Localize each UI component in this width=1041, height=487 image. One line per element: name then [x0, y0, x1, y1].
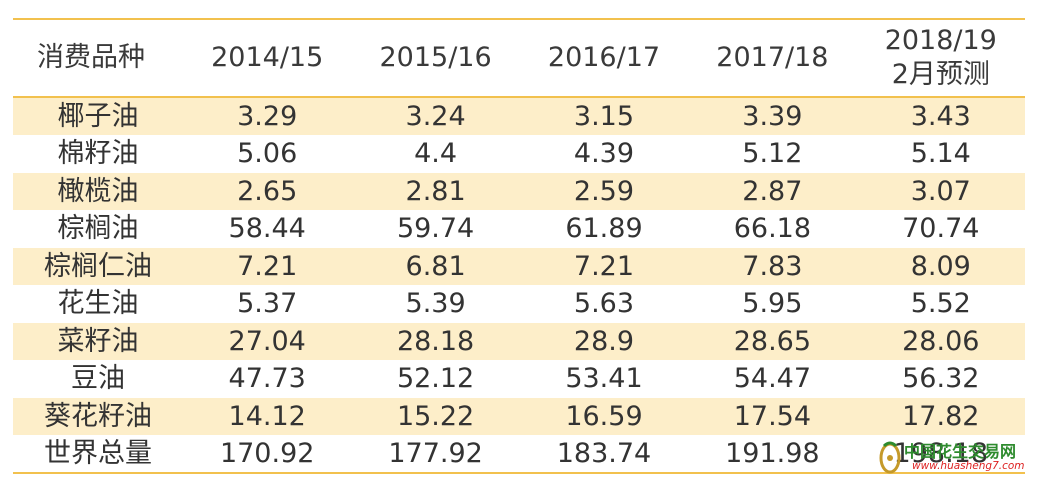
- table-row-total: 世界总量 170.92 177.92 183.74 191.98 198.18: [13, 435, 1025, 474]
- consumption-value-cell: 2.65: [183, 172, 352, 210]
- column-header-label: 2015/16: [379, 42, 492, 73]
- consumption-table-container: 消费品种 2014/15 2015/16 2016/17 2017/18 2018/19 2…: [13, 18, 1025, 474]
- consumption-value-cell: 5.06: [183, 135, 352, 173]
- oil-variety-cell: 世界总量: [13, 435, 183, 474]
- consumption-value-cell: 5.12: [688, 135, 857, 173]
- column-header-label: 2016/17: [547, 42, 661, 73]
- consumption-value-cell: 58.44: [183, 210, 352, 248]
- consumption-value-cell: 4.4: [351, 135, 520, 173]
- consumption-value-cell: 59.74: [351, 210, 520, 248]
- column-header-label: 2018/19: [884, 25, 997, 56]
- table-row: 豆油 47.73 52.12 53.41 54.47 56.32: [13, 360, 1025, 398]
- consumption-value-cell: 54.47: [688, 360, 857, 398]
- consumption-value-cell: 7.21: [519, 247, 689, 285]
- watermark-url: www.huasheng7.com: [912, 460, 1025, 472]
- oil-variety-cell: 花生油: [13, 285, 183, 323]
- consumption-value-cell: 47.73: [183, 360, 352, 398]
- column-header-label: 2月预测: [891, 59, 990, 90]
- column-header-label: 消费品种: [37, 42, 145, 73]
- consumption-value-cell: 5.63: [519, 285, 689, 323]
- table-row: 花生油 5.37 5.39 5.63 5.95 5.52: [13, 285, 1025, 323]
- consumption-value-cell: 66.18: [688, 210, 857, 248]
- oil-variety-cell: 橄榄油: [13, 172, 183, 210]
- consumption-value-cell: 7.83: [688, 247, 857, 285]
- consumption-value-cell: 28.06: [856, 322, 1025, 360]
- column-header-year: 2017/18: [688, 18, 857, 98]
- consumption-value-cell: 14.12: [183, 397, 352, 435]
- oil-variety-cell: 葵花籽油: [13, 397, 183, 435]
- column-header-label: 2014/15: [211, 42, 324, 73]
- consumption-value-cell: 2.81: [351, 172, 520, 210]
- consumption-value-cell: 5.37: [183, 285, 352, 323]
- consumption-value-cell: 4.39: [519, 135, 689, 173]
- oil-variety-cell: 棕榈油: [13, 210, 183, 248]
- consumption-value-cell: 5.52: [856, 285, 1025, 323]
- consumption-value-cell: 8.09: [856, 247, 1025, 285]
- watermark-text: 中国花生交易网: [904, 442, 1017, 461]
- column-header-year: 2014/15: [183, 18, 352, 98]
- consumption-value-cell: 28.9: [519, 322, 689, 360]
- consumption-value-cell: 17.54: [688, 397, 857, 435]
- consumption-value-cell: 170.92: [183, 435, 352, 474]
- table-row: 橄榄油 2.65 2.81 2.59 2.87 3.07: [13, 172, 1025, 210]
- column-header-year: 2018/19 2月预测: [856, 18, 1025, 98]
- consumption-value-cell: 5.95: [688, 285, 857, 323]
- oil-variety-cell: 豆油: [13, 360, 183, 398]
- consumption-value-cell: 61.89: [519, 210, 689, 248]
- header-row: 消费品种 2014/15 2015/16 2016/17 2017/18 2018/19 2…: [13, 18, 1025, 98]
- table-header: 消费品种 2014/15 2015/16 2016/17 2017/18 2018/19 2…: [13, 18, 1025, 98]
- table-row: 棕榈油 58.44 59.74 61.89 66.18 70.74: [13, 210, 1025, 248]
- consumption-value-cell: 5.39: [351, 285, 520, 323]
- consumption-value-cell: 27.04: [183, 322, 352, 360]
- consumption-value-cell: 3.39: [688, 97, 857, 135]
- oil-variety-cell: 椰子油: [13, 97, 183, 135]
- table-row: 椰子油 3.29 3.24 3.15 3.39 3.43: [13, 97, 1025, 135]
- consumption-value-cell: 191.98: [688, 435, 857, 474]
- column-header-variety: 消费品种: [13, 18, 183, 98]
- peanut-logo-icon: [879, 441, 901, 474]
- column-header-year: 2016/17: [519, 18, 689, 98]
- consumption-value-cell: 28.18: [351, 322, 520, 360]
- consumption-value-cell: 53.41: [519, 360, 689, 398]
- consumption-value-cell: 70.74: [856, 210, 1025, 248]
- consumption-value-cell: 3.24: [351, 97, 520, 135]
- consumption-value-cell: 3.29: [183, 97, 352, 135]
- table-row: 棉籽油 5.06 4.4 4.39 5.12 5.14: [13, 135, 1025, 173]
- consumption-value-cell: 3.07: [856, 172, 1025, 210]
- consumption-value-cell: 3.43: [856, 97, 1025, 135]
- watermark: 中国花生交易网 www.huasheng7.com: [876, 434, 1031, 482]
- consumption-value-cell: 52.12: [351, 360, 520, 398]
- oil-variety-cell: 菜籽油: [13, 322, 183, 360]
- consumption-value-cell: 177.92: [351, 435, 520, 474]
- column-header-label: 2017/18: [716, 42, 829, 73]
- consumption-value-cell: 3.15: [519, 97, 689, 135]
- table-row: 葵花籽油 14.12 15.22 16.59 17.54 17.82: [13, 397, 1025, 435]
- consumption-value-cell: 56.32: [856, 360, 1025, 398]
- consumption-value-cell: 7.21: [183, 247, 352, 285]
- column-header-year: 2015/16: [351, 18, 520, 98]
- consumption-value-cell: 2.59: [519, 172, 689, 210]
- table-row: 棕榈仁油 7.21 6.81 7.21 7.83 8.09: [13, 247, 1025, 285]
- consumption-value-cell: 2.87: [688, 172, 857, 210]
- vegetable-oil-consumption-table: 消费品种 2014/15 2015/16 2016/17 2017/18 2018/19 2…: [13, 18, 1025, 474]
- oil-variety-cell: 棕榈仁油: [13, 247, 183, 285]
- table-row: 菜籽油 27.04 28.18 28.9 28.65 28.06: [13, 322, 1025, 360]
- consumption-value-cell: 15.22: [351, 397, 520, 435]
- consumption-value-cell: 17.82: [856, 397, 1025, 435]
- consumption-value-cell: 5.14: [856, 135, 1025, 173]
- table-body: 椰子油 3.29 3.24 3.15 3.39 3.43 棉籽油 5.06 4.4 4.39 5.1…: [13, 97, 1025, 474]
- consumption-value-cell: 16.59: [519, 397, 689, 435]
- consumption-value-cell: 6.81: [351, 247, 520, 285]
- consumption-value-cell: 28.65: [688, 322, 857, 360]
- consumption-value-cell: 183.74: [519, 435, 689, 474]
- oil-variety-cell: 棉籽油: [13, 135, 183, 173]
